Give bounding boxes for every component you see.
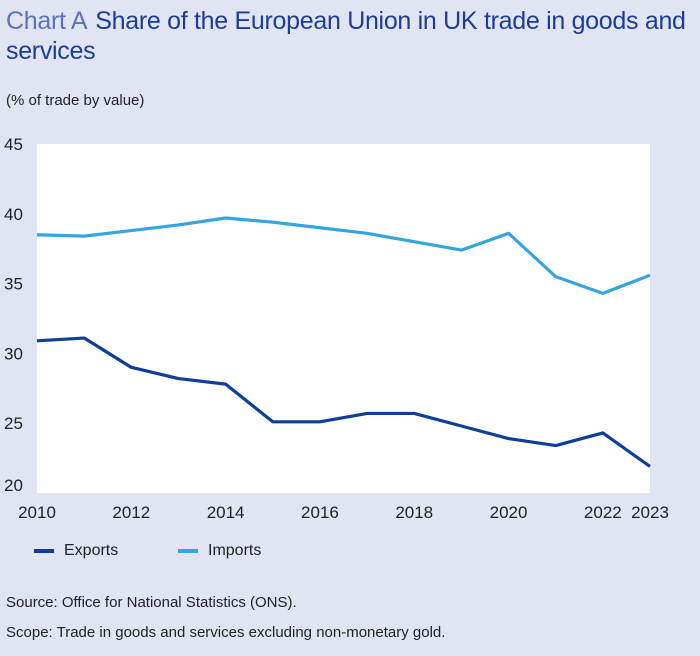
series-line-exports xyxy=(36,336,651,468)
x-tick-label: 2023 xyxy=(631,503,669,522)
legend-imports: Imports xyxy=(178,542,261,560)
chart-title-text: Share of the European Union in UK trade … xyxy=(6,7,686,65)
line-chart: 20 25 30 35 40 45 2010 2012 2014 2016 2018 2020 2022… xyxy=(4,135,669,522)
x-tick-label: 2016 xyxy=(301,503,339,522)
scope-note: Scope: Trade in goods and services exclu… xyxy=(6,624,446,641)
y-tick-label: 20 xyxy=(4,476,23,495)
legend-label-exports: Exports xyxy=(64,542,119,559)
chart-subtitle: (% of trade by value) xyxy=(6,92,145,109)
plot-area xyxy=(37,144,650,493)
legend-swatch-imports xyxy=(178,549,198,553)
chart-label: Chart A xyxy=(6,7,88,35)
chart-title: Chart A Share of the European Union in UK… xyxy=(6,6,686,66)
y-tick-label: 25 xyxy=(4,414,23,433)
y-tick-label: 35 xyxy=(4,275,23,294)
x-tick-label: 2020 xyxy=(490,503,528,522)
x-tick-label: 2018 xyxy=(395,503,433,522)
source-note: Source: Office for National Statistics (… xyxy=(6,594,297,611)
legend-swatch-exports xyxy=(34,549,54,553)
y-tick-label: 40 xyxy=(4,205,23,224)
x-tick-label: 2022 xyxy=(584,503,622,522)
legend-label-imports: Imports xyxy=(208,542,262,559)
series-line-imports xyxy=(36,216,651,295)
y-tick-label: 45 xyxy=(4,135,23,154)
x-tick-label: 2012 xyxy=(112,503,150,522)
x-tick-label: 2014 xyxy=(207,503,245,522)
y-tick-label: 30 xyxy=(4,344,23,363)
x-tick-label: 2010 xyxy=(18,503,56,522)
legend-exports: Exports xyxy=(34,542,118,560)
